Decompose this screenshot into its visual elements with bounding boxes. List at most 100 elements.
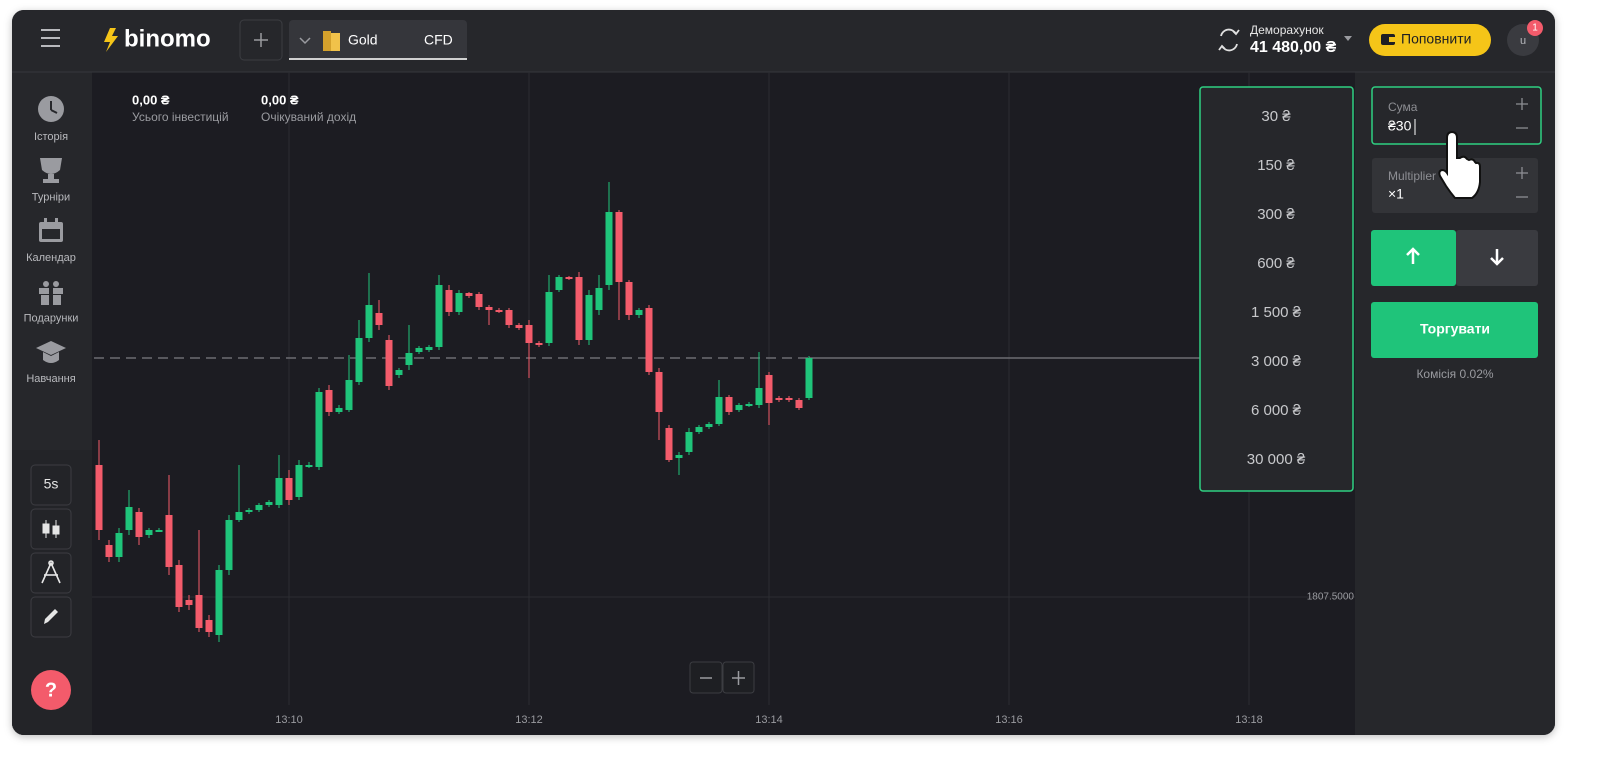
candle-body [265, 502, 273, 505]
commission: Комісія 0.02% [1416, 367, 1493, 381]
indicators-icon [41, 560, 61, 584]
candle-body [735, 405, 743, 410]
candle-body [105, 545, 113, 557]
candle-body [645, 308, 653, 372]
x-tick-label: 13:16 [995, 714, 1023, 726]
pencil-icon [44, 609, 58, 624]
candle-body [495, 310, 503, 312]
candle-body [565, 277, 573, 279]
candle-body [805, 358, 813, 398]
candle-body [795, 400, 803, 408]
amount-dropdown [1199, 86, 1354, 492]
candle-body [145, 530, 153, 535]
account-caret[interactable] [1344, 36, 1352, 41]
candle-body [605, 212, 613, 285]
sidebar-item[interactable]: Історія [34, 131, 68, 143]
amount-label: Сума [1388, 100, 1418, 114]
candle-body [655, 372, 663, 412]
trade-label: Торгувати [1420, 321, 1490, 337]
candle-body [185, 600, 193, 605]
candle-body [675, 455, 683, 458]
amount-option[interactable]: 3 000 ₴ [1251, 353, 1302, 370]
invested-value: 0,00 ₴ [132, 92, 170, 107]
amount-option[interactable]: 6 000 ₴ [1251, 402, 1302, 419]
up-arrow [1406, 247, 1420, 264]
amount-options: 30 ₴ 150 ₴ 300 ₴ 600 ₴ 1 500 ₴ 3 000 ₴ 6 000 ₴… [1247, 108, 1306, 468]
candle-body [275, 478, 283, 505]
sidebar-item[interactable]: Навчання [26, 373, 75, 385]
amount-value: ₴30 [1388, 118, 1412, 134]
hand-cursor [1438, 130, 1481, 199]
candle-body [465, 293, 473, 296]
candle-body [215, 570, 223, 635]
chart-area: 13:10 13:12 13:14 13:16 13:18 1807.5000 [92, 72, 1355, 726]
candle-body [115, 533, 123, 557]
help-button[interactable] [31, 670, 71, 710]
candle-body [545, 292, 553, 343]
amount-option[interactable]: 30 ₴ [1261, 108, 1291, 125]
candle-body [375, 313, 383, 325]
candle-body [325, 390, 333, 412]
candle-body [405, 353, 413, 365]
menu-button[interactable] [41, 29, 60, 47]
trade-button[interactable] [1371, 302, 1538, 358]
candle-body [665, 428, 673, 460]
account-label: Деморахунок [1250, 23, 1324, 37]
candle-body [725, 397, 733, 412]
candle-body [125, 507, 133, 530]
amount-option[interactable]: 30 000 ₴ [1247, 451, 1306, 468]
candle-body [385, 340, 393, 386]
multiplier-stepper[interactable] [1516, 167, 1528, 198]
add-asset-button[interactable] [239, 19, 283, 61]
candle-body [745, 404, 753, 406]
gold-icon [323, 31, 340, 51]
candle-body [515, 325, 523, 328]
amount-option[interactable]: 600 ₴ [1257, 255, 1295, 272]
notification-count: 1 [1532, 23, 1538, 34]
amount-option[interactable]: 150 ₴ [1257, 157, 1295, 174]
candle-body [475, 294, 483, 307]
invested-label: Усього інвестицій [132, 110, 229, 124]
x-tick-label: 13:12 [515, 714, 543, 726]
deposit-button[interactable] [1369, 24, 1491, 56]
sync-icon [1218, 28, 1240, 52]
candle-body [535, 343, 543, 345]
candle-body [155, 530, 163, 532]
sidebar-item[interactable]: Турніри [32, 191, 70, 203]
app-frame [12, 10, 1555, 735]
tool-buttons: 5s ? [30, 464, 72, 710]
candle-body [775, 398, 783, 400]
sidebar-item[interactable]: Подарунки [24, 312, 79, 324]
amount-option[interactable]: 300 ₴ [1257, 206, 1295, 223]
account-balance: 41 480,00 ₴ [1250, 39, 1337, 56]
x-tick-label: 13:14 [755, 714, 783, 726]
candle-body [165, 515, 173, 567]
candle-body [285, 478, 293, 500]
chevron [299, 37, 311, 45]
candle-body [245, 510, 253, 512]
sidebar-item[interactable]: Календар [26, 252, 76, 264]
candle-body [195, 595, 203, 628]
candle-body [205, 620, 213, 632]
indicators-button[interactable] [30, 552, 72, 594]
sidebar-icons [36, 96, 66, 363]
candle-body [575, 277, 583, 340]
chart-type-button[interactable] [30, 508, 72, 550]
candle-body [95, 465, 103, 530]
multiplier-label: Multiplier [1388, 169, 1436, 183]
candle-body [135, 512, 143, 537]
candle-body [435, 285, 443, 347]
timeframe-button[interactable] [30, 464, 72, 506]
expected-value: 0,00 ₴ [261, 92, 299, 107]
amount-stepper[interactable] [1516, 98, 1528, 129]
amount-option[interactable]: 1 500 ₴ [1251, 304, 1302, 321]
candle-body [355, 338, 363, 382]
candle-body [635, 310, 643, 315]
draw-button[interactable] [30, 596, 72, 638]
candle-body [295, 465, 303, 497]
candle-body [625, 282, 633, 315]
candle-body [585, 295, 593, 340]
candle-body [455, 293, 463, 312]
multiplier-value: ×1 [1388, 186, 1404, 202]
